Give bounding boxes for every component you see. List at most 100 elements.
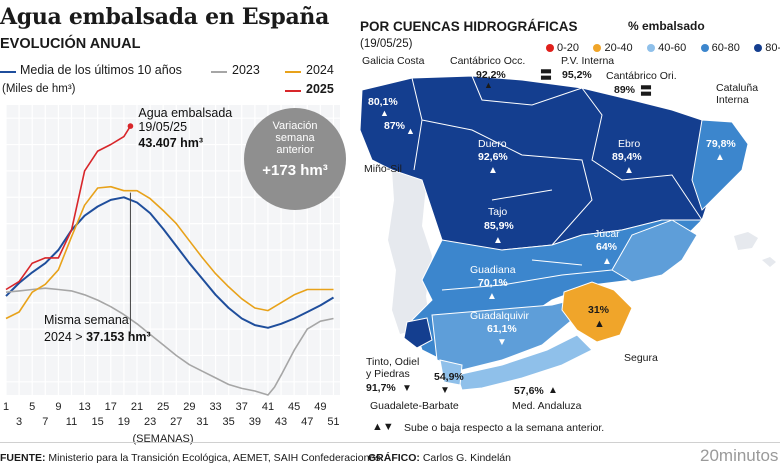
cantabrico-ori-trend: 〓 — [640, 84, 653, 98]
map-title: POR CUENCAS HIDROGRÁFICAS — [360, 19, 578, 34]
x-tick-label: 15 — [92, 416, 104, 428]
x-tick-label: 51 — [327, 416, 339, 428]
legend-swatch-2025 — [285, 90, 301, 92]
same-week-number: 37.153 hm³ — [86, 330, 151, 344]
series-line-2024 — [5, 185, 334, 320]
footer-graphic-text: Carlos G. Kindelán — [422, 452, 511, 464]
x-tick-label: 47 — [301, 416, 313, 428]
pct-title: % embalsado — [628, 19, 705, 33]
annotation-same-week-label: Misma semana — [44, 313, 129, 327]
trend-icon-guadalquivir: ▼ — [497, 337, 507, 348]
basin-borders — [411, 75, 703, 246]
variation-line1: Variación — [272, 120, 318, 132]
legend-label-2024: 2024 — [306, 63, 334, 77]
annotation-same-week-value: 2024 > 37.153 hm³ — [44, 330, 151, 344]
basin-label-pv-interna: P.V. Interna — [561, 55, 615, 67]
variation-bubble: Variación semana anterior +173 hm³ — [244, 108, 346, 210]
trend-icon-segura: ▲ — [594, 318, 605, 330]
x-tick-label: 31 — [196, 416, 208, 428]
basin-shape-guadalete — [439, 359, 463, 386]
basin-shape-cataluna — [691, 119, 749, 211]
x-tick-label: 27 — [170, 416, 182, 428]
scale-item-4: 80-100 — [754, 42, 780, 54]
basin-label-guadalquivir: Guadalquivir — [470, 310, 529, 322]
variation-value: +173 hm³ — [262, 162, 328, 179]
series-line-2025 — [5, 125, 132, 291]
brand-logo: 20minutos — [700, 446, 779, 465]
variation-line2: semana — [275, 132, 315, 144]
current-point — [127, 123, 134, 129]
x-tick-label: 41 — [262, 401, 274, 413]
x-tick-label: 29 — [183, 401, 195, 413]
pv-interna-trend: 〓 — [540, 68, 553, 82]
scale-dot — [593, 44, 602, 53]
scale-dot — [546, 44, 554, 53]
series-line-avg — [5, 196, 335, 329]
x-tick-label: 49 — [314, 401, 326, 413]
basin-value-jucar: 64% — [596, 241, 618, 253]
basin-label-cantabrico-occ: Cantábrico Occ. — [450, 55, 526, 67]
x-tick-label: 45 — [288, 401, 300, 413]
scale-item-2: 40-60 — [647, 42, 686, 54]
x-tick-label: 5 — [29, 401, 35, 413]
scale-dot — [754, 44, 763, 53]
legend-label-2023: 2023 — [232, 63, 260, 77]
trend-icon-cantabrico-occ: ▲ — [484, 80, 493, 90]
basin-value-segura: 31% — [588, 304, 610, 316]
x-tick-label: 21 — [131, 401, 143, 413]
trend-icon-tinto: ▼ — [402, 383, 412, 394]
basin-label-guadiana: Guadiana — [470, 264, 516, 276]
trend-icon-jucar: ▲ — [602, 256, 612, 267]
footer-divider — [0, 442, 780, 443]
page-title: Agua embalsada en España — [0, 4, 330, 30]
footer-source-label: FUENTE: — [0, 452, 46, 464]
annotation-current-date: 19/05/25 — [138, 120, 187, 134]
spain-basin-map — [359, 75, 776, 391]
trend-icon-duero: ▲ — [488, 165, 498, 176]
x-tick-label: 9 — [55, 401, 61, 413]
footer-source: FUENTE: Ministerio para la Transición Ec… — [0, 452, 381, 464]
footer-graphic: GRÁFICO: Carlos G. Kindelán — [368, 452, 511, 464]
basin-value-galicia-costa: 80,1% — [368, 96, 398, 108]
x-tick-label: 13 — [78, 401, 90, 413]
x-tick-label: 33 — [209, 401, 221, 413]
x-tick-label: 7 — [42, 416, 48, 428]
scale-item-3: 60-80 — [700, 42, 740, 54]
basin-label-segura: Segura — [624, 352, 658, 364]
basin-label-jucar: Júcar — [594, 228, 620, 240]
chart-subtitle: EVOLUCIÓN ANUAL — [0, 36, 141, 52]
basin-value-tinto: 91,7% — [366, 382, 396, 394]
x-tick-label: 39 — [249, 416, 261, 428]
basin-value-guadalquivir: 61,1% — [487, 323, 517, 335]
basin-shape-jucar — [611, 219, 698, 283]
scale-dot — [647, 44, 656, 53]
balearic-islands — [734, 232, 776, 267]
units-label: (Miles de hm³) — [2, 83, 76, 95]
basin-value-mino-sil: 87% — [384, 120, 406, 132]
annotation-current-label: Agua embalsada — [138, 106, 232, 120]
basin-label-cataluna: Cataluña Interna — [716, 82, 759, 106]
pct-scale: 0-20 20-40 40-60 60-80 80-100 — [546, 38, 780, 56]
trend-icon-mino: ▲ — [406, 126, 415, 136]
x-tick-label: 11 — [66, 416, 77, 428]
x-tick-label: 25 — [157, 401, 169, 413]
basin-shape-med-andaluza — [456, 334, 593, 391]
trend-icon-guadalete: ▼ — [440, 385, 450, 396]
basin-value-med-andaluza: 57,6% — [514, 385, 544, 397]
x-tick-label: 1 — [3, 401, 9, 413]
same-week-prefix: 2024 > — [44, 330, 86, 344]
trend-icon-ebro: ▲ — [624, 165, 634, 176]
legend-label-avg: Media de los últimos 10 años — [20, 63, 182, 77]
x-tick-label: 17 — [105, 401, 117, 413]
portugal-shape — [388, 142, 432, 334]
x-tick-label: 35 — [223, 416, 235, 428]
basin-value-duero: 92,6% — [478, 151, 508, 163]
legend-label-2025: 2025 — [306, 82, 334, 96]
trend-note: Sube o baja respecto a la semana anterio… — [404, 422, 605, 434]
x-tick-label: 23 — [144, 416, 156, 428]
x-tick-label: 37 — [236, 401, 248, 413]
trend-icon-med-andaluza: ▲ — [548, 385, 558, 396]
legend-swatch-2023 — [211, 71, 227, 73]
basin-label-duero: Duero — [478, 138, 507, 150]
trend-icon-cataluna: ▲ — [715, 152, 725, 163]
